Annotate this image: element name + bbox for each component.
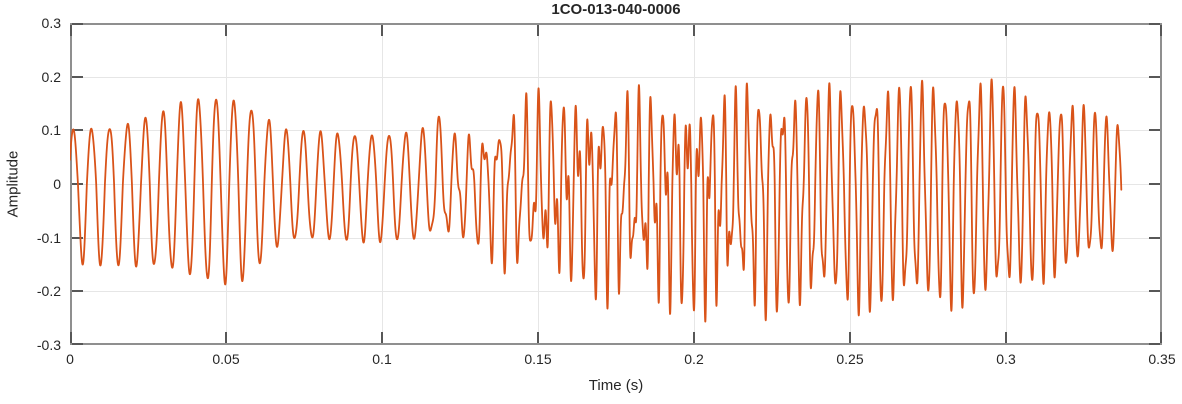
x-axis-label: Time (s)	[588, 377, 644, 394]
x-tick-label: 0.35	[1148, 351, 1176, 367]
y-tick-label: -0.2	[36, 283, 61, 300]
x-tick-label: 0.05	[212, 351, 240, 367]
x-tick-label: 0	[66, 351, 74, 367]
y-tick-label: -0.1	[36, 229, 61, 246]
x-tick-label: 0.2	[684, 351, 704, 367]
y-tick-label: -0.3	[36, 337, 61, 353]
chart-title: 1CO-013-040-0006	[551, 1, 681, 18]
plot-area	[70, 23, 1162, 345]
y-tick-label: 0.3	[41, 15, 61, 31]
x-tick-label: 0.25	[836, 351, 864, 367]
x-tick-label: 0.3	[996, 351, 1016, 367]
x-tick-label: 0.15	[524, 351, 552, 367]
x-tick-label: 0.1	[372, 351, 392, 367]
y-tick-label: 0.1	[41, 122, 61, 139]
y-tick-label: 0	[53, 176, 61, 192]
y-tick-label: 0.2	[41, 68, 61, 85]
